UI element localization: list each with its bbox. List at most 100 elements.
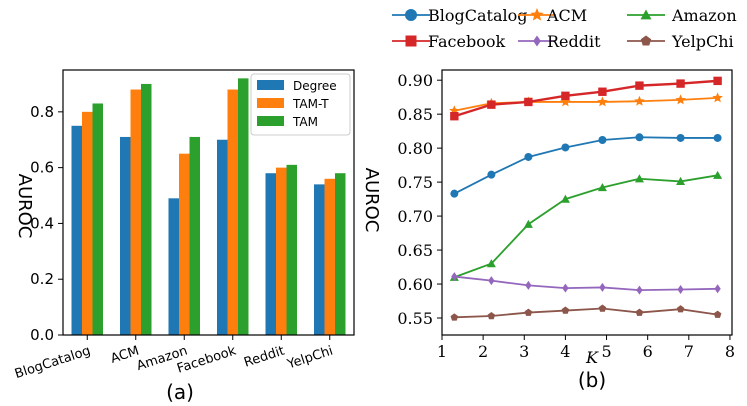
point-yelpchi <box>561 306 570 314</box>
point-blogcatalog <box>676 133 685 142</box>
line-legend-marker-acm <box>530 8 544 21</box>
line-x-tick-label: 3 <box>519 342 529 361</box>
line-legend-label: ACM <box>546 6 587 25</box>
line-chart-ylabel: AUROC <box>361 168 382 233</box>
line-legend-marker-facebook <box>405 35 417 47</box>
line-y-tick-label: 0.65 <box>397 241 433 260</box>
bar-degree-acm <box>120 136 131 335</box>
point-facebook <box>676 79 685 88</box>
bar-tam-acm <box>141 83 152 336</box>
bar-chart-frame <box>62 69 355 336</box>
bar-legend-swatch-tam-t <box>257 98 284 108</box>
line-legend-marker-amazon <box>640 9 652 20</box>
bar-legend-label: TAM <box>292 115 318 129</box>
point-blogcatalog <box>450 189 459 198</box>
line-x-tick-label: 8 <box>725 342 735 361</box>
point-facebook <box>598 87 607 96</box>
point-reddit <box>677 284 684 294</box>
bar-x-tick-label: BlogCatalog <box>13 344 92 383</box>
bar-degree-amazon <box>168 198 179 335</box>
point-facebook <box>487 100 496 109</box>
line-legend-label: Reddit <box>547 32 601 51</box>
point-acm <box>597 96 608 107</box>
point-reddit <box>525 280 532 290</box>
bar-y-tick-label: 0.8 <box>30 103 54 121</box>
series-line-facebook <box>453 79 718 118</box>
point-yelpchi <box>676 305 685 313</box>
bar-y-tick-label: 0.0 <box>30 326 54 344</box>
bar-tam-t-acm <box>130 89 141 336</box>
point-yelpchi <box>450 313 459 321</box>
line-chart-frame <box>441 69 733 336</box>
line-legend-label: YelpChi <box>671 32 734 51</box>
point-yelpchi <box>598 304 607 312</box>
line-y-tick-label: 0.75 <box>397 173 433 192</box>
series-amazon <box>449 170 723 281</box>
point-reddit <box>488 276 495 286</box>
point-facebook <box>450 112 459 121</box>
bar-degree-yelpchi <box>314 184 325 335</box>
bar-tam-reddit <box>286 164 297 335</box>
point-yelpchi <box>713 310 722 318</box>
line-chart-x-ticks: 1 2 3 4 5 6 7 8 <box>437 335 735 361</box>
bar-tam-t-amazon <box>179 153 190 335</box>
bar-y-tick-label: 0.4 <box>30 214 54 232</box>
point-facebook <box>713 76 722 86</box>
bar-degree-blogcatalog <box>71 125 82 335</box>
bar-legend-swatch-degree <box>257 80 284 90</box>
bar-chart-y-ticks: 0.0 0.2 0.4 0.6 0.8 <box>30 103 63 344</box>
line-x-tick-label: 4 <box>560 342 570 361</box>
point-facebook <box>524 97 533 107</box>
point-amazon <box>560 194 570 203</box>
bar-y-tick-label: 0.2 <box>30 270 54 288</box>
bar-tam-facebook <box>238 78 249 336</box>
series-yelpchi <box>450 304 722 321</box>
line-x-tick-label: 7 <box>684 342 694 361</box>
point-reddit <box>451 272 458 282</box>
bar-y-tick-label: 0.6 <box>30 159 54 177</box>
bar-tam-t-blogcatalog <box>82 111 93 335</box>
point-facebook <box>561 91 570 101</box>
line-legend-label: Facebook <box>428 32 505 51</box>
series-blogcatalog <box>450 133 722 198</box>
line-chart-series <box>449 76 723 321</box>
bar-legend-label: Degree <box>293 79 337 93</box>
line-y-tick-label: 0.80 <box>397 139 433 158</box>
line-y-tick-label: 0.70 <box>397 207 433 226</box>
point-reddit <box>599 282 606 292</box>
point-facebook <box>635 81 644 90</box>
bar-degree-reddit <box>265 173 276 335</box>
bar-tam-amazon <box>189 136 200 335</box>
bar-tam-t-reddit <box>276 167 287 335</box>
point-yelpchi <box>524 308 533 316</box>
line-x-tick-label: 1 <box>437 342 447 361</box>
series-line-amazon <box>454 174 718 279</box>
point-acm <box>634 95 645 106</box>
point-blogcatalog <box>598 135 607 144</box>
point-blogcatalog <box>635 133 644 142</box>
point-blogcatalog <box>524 152 533 161</box>
series-line-blogcatalog <box>453 136 718 195</box>
line-y-tick-label: 0.85 <box>397 105 433 124</box>
line-chart-caption: (b) <box>578 368 606 392</box>
point-amazon <box>713 170 723 179</box>
bar-chart-caption: (a) <box>166 380 194 404</box>
line-x-tick-label: 5 <box>601 342 611 361</box>
bar-tam-t-yelpchi <box>324 178 335 335</box>
bar-x-tick-label: Reddit <box>242 344 286 371</box>
line-y-tick-label: 0.90 <box>397 71 433 90</box>
line-chart-xlabel: K <box>585 348 599 367</box>
point-amazon <box>486 259 496 268</box>
point-blogcatalog <box>561 143 570 152</box>
bar-x-tick-label: YelpChi <box>285 344 335 373</box>
point-acm <box>560 96 571 107</box>
line-legend-label: BlogCatalog <box>428 6 528 25</box>
point-reddit <box>636 285 643 295</box>
bar-tam-yelpchi <box>335 173 346 335</box>
bar-chart-legend: Degree TAM-T TAM <box>250 73 351 136</box>
line-legend-label: Amazon <box>671 6 737 25</box>
bar-legend-label: TAM-T <box>292 97 329 111</box>
point-amazon <box>676 176 686 186</box>
line-y-tick-label: 0.55 <box>397 309 433 328</box>
point-blogcatalog <box>487 170 496 179</box>
